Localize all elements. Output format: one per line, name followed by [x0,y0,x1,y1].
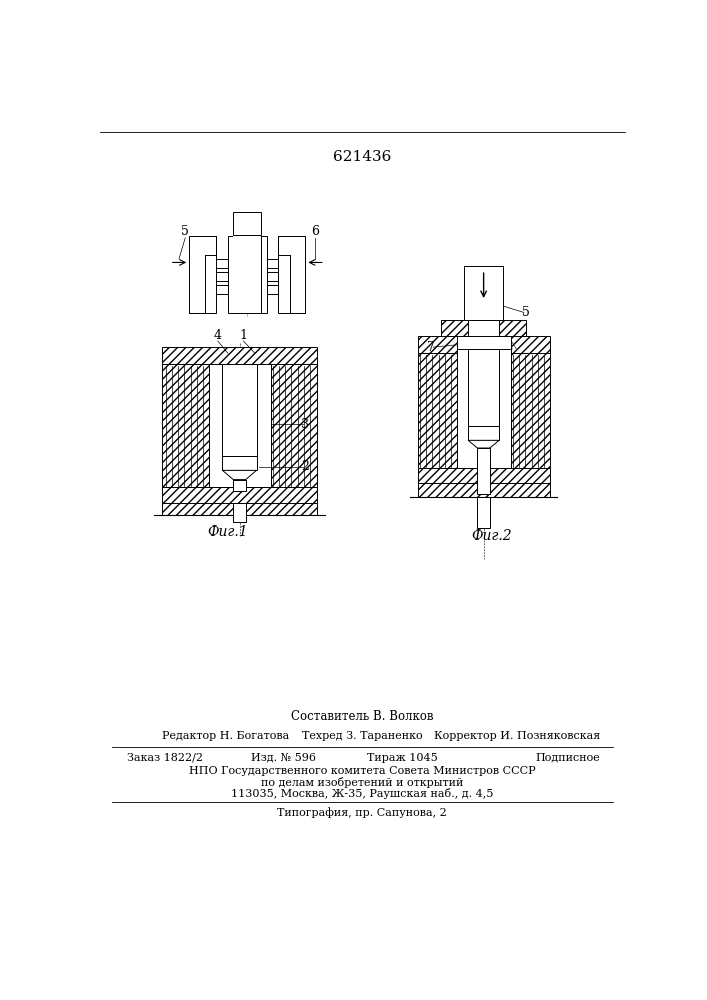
Text: 4: 4 [214,329,222,342]
Bar [468,349,499,426]
Text: 3: 3 [301,418,310,431]
Text: Составитель В. Волков: Составитель В. Волков [291,710,433,723]
Bar [457,336,510,468]
Text: Редактор Н. Богатова: Редактор Н. Богатова [162,731,289,741]
Bar [223,364,257,456]
Bar [233,503,246,522]
Bar [216,259,228,268]
Bar [216,272,228,281]
Bar [418,353,457,468]
Bar [216,285,228,294]
Bar [441,320,526,336]
Text: 1: 1 [240,329,247,342]
Bar [162,487,317,503]
Text: Заказ 1822/2: Заказ 1822/2 [127,753,203,763]
Bar [418,336,549,353]
Bar [223,456,257,470]
Polygon shape [223,470,257,480]
Bar [233,212,261,235]
Bar [228,235,267,312]
Text: Подписное: Подписное [535,753,600,763]
Text: 6: 6 [312,225,320,238]
Bar [510,353,549,468]
Bar [271,364,317,487]
Text: 2: 2 [301,460,310,473]
Bar [267,272,279,281]
Polygon shape [162,503,317,515]
Text: Фиг.2: Фиг.2 [471,529,512,543]
Text: 113035, Москва, Ж-35, Раушская наб., д. 4,5: 113035, Москва, Ж-35, Раушская наб., д. … [230,788,493,799]
Text: 5: 5 [181,225,189,238]
Text: 5: 5 [522,306,530,319]
Bar [189,235,216,312]
Bar [477,448,490,494]
Bar [477,497,490,528]
Text: НПО Государственного комитета Совета Министров СССР: НПО Государственного комитета Совета Мин… [189,766,535,776]
Bar [233,480,246,491]
Bar [468,320,499,359]
Text: по делам изобретений и открытий: по делам изобретений и открытий [261,777,463,788]
Bar [267,259,279,268]
Text: Типография, пр. Сапунова, 2: Типография, пр. Сапунова, 2 [277,808,447,818]
Bar [418,483,549,497]
Bar [464,266,503,320]
Bar [209,364,271,487]
Text: 621436: 621436 [333,150,391,164]
Polygon shape [468,440,499,448]
Text: 7: 7 [427,341,435,354]
Text: Фиг.1: Фиг.1 [208,525,248,539]
Bar [279,235,305,312]
Bar [457,336,510,349]
Text: Изд. № 596: Изд. № 596 [251,753,316,763]
Bar [267,285,279,294]
Bar [418,468,549,483]
Bar [162,364,209,487]
Bar [468,426,499,440]
Text: Тираж 1045: Тираж 1045 [368,753,438,763]
Text: Корректор И. Позняковская: Корректор И. Позняковская [433,731,600,741]
Bar [162,347,317,364]
Text: Техред З. Тараненко: Техред З. Тараненко [302,731,422,741]
Bar [233,235,261,312]
